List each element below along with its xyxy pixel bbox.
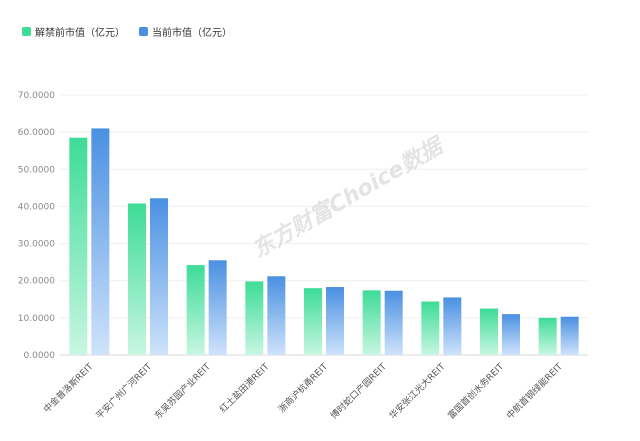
bar-series-1-cat-0[interactable] [91,128,110,355]
y-tick-label-0: 0.0000 [24,351,56,361]
bar-series-1-cat-6[interactable] [443,297,462,355]
bar-series-0-cat-0[interactable] [69,137,88,355]
legend-swatch-series-1 [139,27,148,36]
bar-series-0-cat-6[interactable] [421,301,440,355]
y-tick-label-1: 10.0000 [18,314,55,324]
bar-series-0-cat-8[interactable] [538,317,557,355]
legend-swatch-series-0 [22,27,31,36]
bars-layer [69,128,579,355]
x-category-label-2: 东吴苏园产业REIT [152,360,213,421]
x-category-label-6: 华安张江光大REIT [387,360,448,421]
bar-series-1-cat-3[interactable] [267,276,286,355]
bar-series-0-cat-4[interactable] [304,288,322,355]
y-tick-label-7: 70.0000 [18,91,55,101]
legend-label-series-1: 当前市值（亿元） [152,28,232,39]
bar-series-0-cat-7[interactable] [480,308,498,355]
bar-series-0-cat-5[interactable] [362,290,381,355]
legend-item-series-1[interactable]: 当前市值（亿元） [139,24,232,39]
x-category-label-4: 浙商沪杭甬REIT [276,360,331,415]
y-tick-label-4: 40.0000 [18,202,55,212]
x-category-label-5: 博时蛇口产园REIT [328,360,389,421]
bar-series-1-cat-8[interactable] [560,316,579,355]
bar-series-0-cat-2[interactable] [186,265,205,355]
x-category-label-3: 红土盐田港REIT [217,360,272,415]
y-tick-label-3: 30.0000 [18,240,55,250]
bar-series-1-cat-7[interactable] [502,314,520,355]
bar-series-1-cat-1[interactable] [150,198,168,355]
legend-label-series-0: 解禁前市值（亿元） [35,28,125,39]
y-tick-label-2: 20.0000 [18,277,55,287]
bar-series-1-cat-2[interactable] [208,260,227,355]
y-tick-label-6: 60.0000 [18,128,55,138]
grid-layer [60,94,588,356]
x-category-label-7: 富国首创水务REIT [445,360,506,421]
x-category-label-8: 中航首钢绿能REIT [504,360,565,421]
legend: 解禁前市值（亿元） 当前市值（亿元） [22,24,232,39]
bar-series-1-cat-5[interactable] [384,290,403,355]
y-tick-label-5: 50.0000 [18,165,55,175]
bar-series-0-cat-1[interactable] [128,203,146,355]
x-category-label-0: 中金普洛斯REIT [41,360,96,415]
x-category-label-1: 平安广州广河REIT [93,360,154,421]
bar-series-0-cat-3[interactable] [245,281,264,355]
bar-series-1-cat-4[interactable] [326,287,344,355]
legend-item-series-0[interactable]: 解禁前市值（亿元） [22,24,125,39]
